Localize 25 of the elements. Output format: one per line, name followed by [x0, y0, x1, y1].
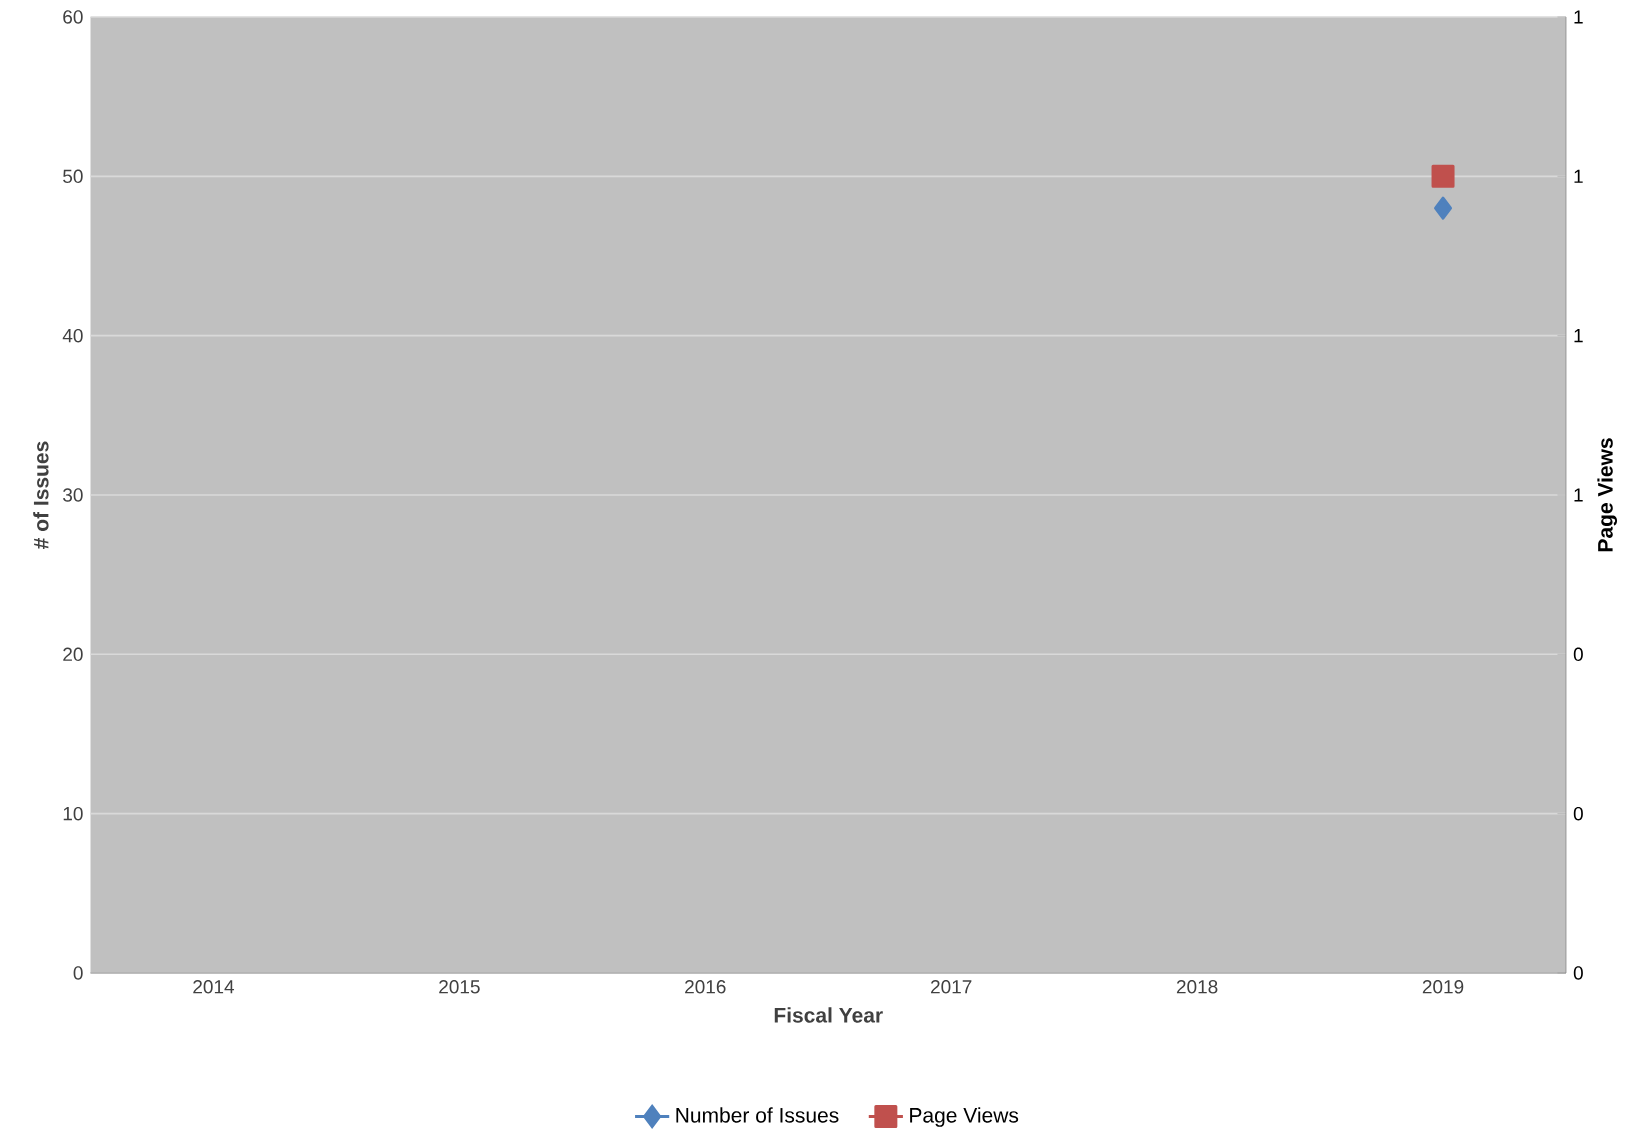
- y-tick-label: 40: [62, 328, 83, 343]
- y-tick-label: 10: [63, 806, 83, 821]
- x-tick-label: 2016: [685, 980, 726, 994]
- x-tick-label: 2019: [1422, 980, 1464, 994]
- y-tick-label: 60: [63, 10, 83, 24]
- y-axis-title: # of Issues: [33, 441, 49, 549]
- x-tick-label: 2018: [1176, 980, 1218, 994]
- y-tick-label: 20: [63, 647, 83, 662]
- y2-axis-title: Page Views: [1597, 438, 1618, 552]
- x-tick-label: 2017: [931, 980, 972, 994]
- legend-label: Page Views: [910, 1107, 1019, 1127]
- y2-tick-label: 1: [1574, 169, 1583, 183]
- y2-tick-label: 0: [1573, 806, 1583, 821]
- y-tick-label: 0: [73, 966, 83, 980]
- y-tick-label: 50: [63, 169, 83, 184]
- y2-tick-label: 1: [1574, 488, 1583, 502]
- y2-tick-label: 0: [1573, 966, 1583, 980]
- y-tick-label: 30: [63, 488, 83, 502]
- legend-label: Number of Issues: [676, 1107, 839, 1123]
- y2-tick-label: 0: [1573, 647, 1583, 662]
- y2-tick-label: 1: [1574, 10, 1583, 24]
- x-tick-label: 2015: [439, 980, 480, 994]
- x-tick-label: 2014: [193, 980, 235, 994]
- x-axis-title: Fiscal Year: [774, 1007, 883, 1023]
- y2-tick-label: 1: [1574, 329, 1583, 343]
